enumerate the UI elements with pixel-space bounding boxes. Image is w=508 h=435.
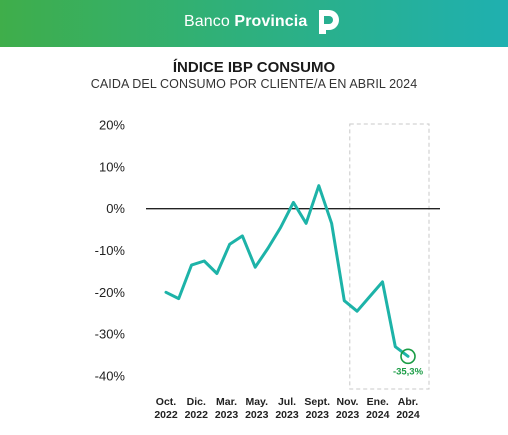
highlight-box	[349, 123, 430, 390]
x-tick-year: 2023	[245, 409, 269, 421]
highlight-marker	[400, 348, 416, 365]
y-tick-label: -10%	[95, 243, 126, 258]
y-tick-label: 10%	[99, 159, 125, 174]
x-tick-year: 2023	[215, 409, 239, 421]
x-tick-year: 2022	[154, 409, 178, 421]
x-tick-year: 2023	[275, 409, 299, 421]
x-tick-year: 2024	[366, 409, 390, 421]
x-tick-year: 2023	[336, 409, 360, 421]
x-tick-month: Mar.	[216, 396, 237, 408]
banco-provincia-p-logo-icon	[319, 10, 340, 34]
chart-title: ÍNDICE IBP CONSUMO	[172, 59, 336, 76]
y-tick-label: 0%	[106, 201, 125, 216]
x-tick-month: Sept.	[304, 396, 330, 408]
x-tick-month: May.	[245, 396, 268, 408]
x-tick-year: 2024	[396, 409, 420, 421]
x-tick-month: Abr.	[398, 396, 419, 408]
x-tick-month: Dic.	[187, 396, 206, 408]
x-tick-year: 2022	[185, 409, 209, 421]
brand-name-light: Banco	[184, 13, 230, 30]
brand-lockup[interactable]: Banco Provincia	[184, 9, 341, 35]
highlight-label: -35,3%	[393, 366, 424, 377]
brand-name: Banco Provincia	[184, 13, 307, 31]
y-tick-label: -30%	[95, 327, 126, 342]
x-tick-month: Oct.	[156, 396, 177, 408]
chart-subtitle: CAIDA DEL CONSUMO POR CLIENTE/A EN ABRIL…	[90, 77, 418, 91]
brand-name-bold: Provincia	[234, 13, 308, 30]
x-tick-month: Nov.	[337, 396, 359, 408]
y-tick-label: 20%	[99, 118, 125, 133]
series-line	[164, 184, 410, 358]
x-tick-month: Ene.	[367, 396, 389, 408]
y-tick-label: -20%	[95, 285, 126, 300]
x-tick-month: Jul.	[278, 396, 296, 408]
y-tick-label: -40%	[95, 369, 126, 384]
x-tick-year: 2023	[306, 409, 330, 421]
header-banner: Banco Provincia	[0, 0, 508, 47]
